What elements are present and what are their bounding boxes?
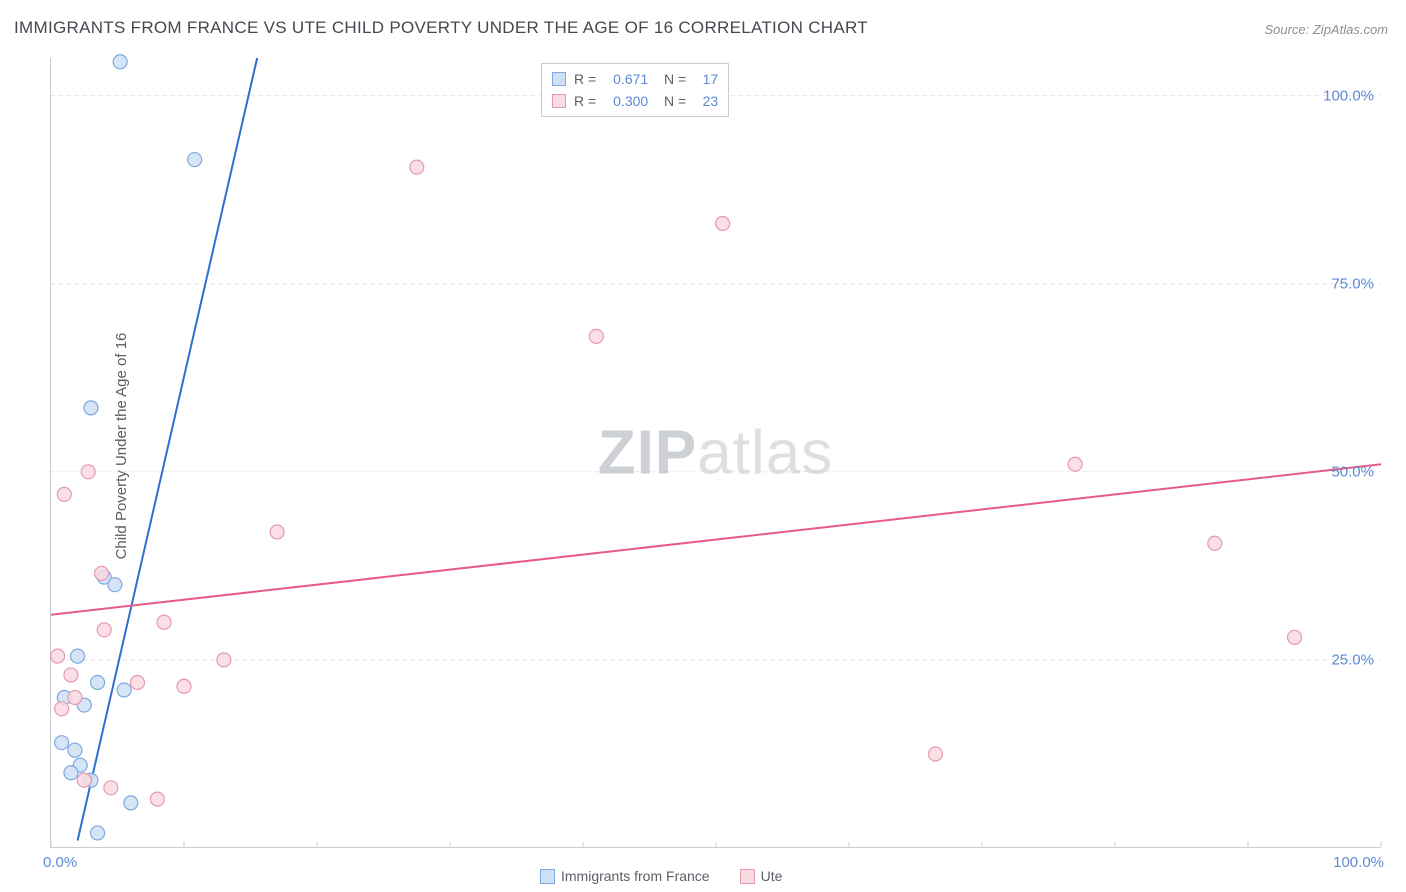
y-tick-label: 100.0%	[1323, 87, 1374, 104]
watermark: ZIPatlas	[598, 417, 833, 488]
y-tick-label: 25.0%	[1331, 651, 1374, 668]
r-label-2: R =	[574, 90, 596, 112]
plot-area: ZIPatlas R = 0.671 N = 17 R = 0.300 N = …	[50, 58, 1380, 848]
n-label-2: N =	[656, 90, 686, 112]
watermark-bold: ZIP	[598, 418, 697, 487]
swatch-france-icon	[552, 72, 566, 86]
stats-row-france: R = 0.671 N = 17	[552, 68, 718, 90]
legend-swatch-ute-icon	[740, 869, 755, 884]
x-tick-label-100: 100.0%	[1333, 854, 1384, 871]
legend-item-france: Immigrants from France	[540, 868, 710, 884]
legend-item-ute: Ute	[740, 868, 783, 884]
legend-swatch-france-icon	[540, 869, 555, 884]
legend: Immigrants from France Ute	[540, 868, 782, 884]
n-value-france: 17	[694, 68, 718, 90]
source-label: Source: ZipAtlas.com	[1264, 22, 1388, 37]
legend-label-france: Immigrants from France	[561, 868, 710, 884]
swatch-ute-icon	[552, 94, 566, 108]
chart-title: IMMIGRANTS FROM FRANCE VS UTE CHILD POVE…	[14, 18, 868, 38]
r-value-ute: 0.300	[604, 90, 648, 112]
watermark-thin: atlas	[697, 418, 833, 487]
x-tick-label-0: 0.0%	[43, 854, 77, 871]
r-label: R =	[574, 68, 596, 90]
stats-row-ute: R = 0.300 N = 23	[552, 90, 718, 112]
correlation-stats-box: R = 0.671 N = 17 R = 0.300 N = 23	[541, 63, 729, 117]
chart-container: IMMIGRANTS FROM FRANCE VS UTE CHILD POVE…	[0, 0, 1406, 892]
y-tick-label: 50.0%	[1331, 463, 1374, 480]
y-tick-label: 75.0%	[1331, 275, 1374, 292]
n-value-ute: 23	[694, 90, 718, 112]
legend-label-ute: Ute	[761, 868, 783, 884]
r-value-france: 0.671	[604, 68, 648, 90]
n-label: N =	[656, 68, 686, 90]
